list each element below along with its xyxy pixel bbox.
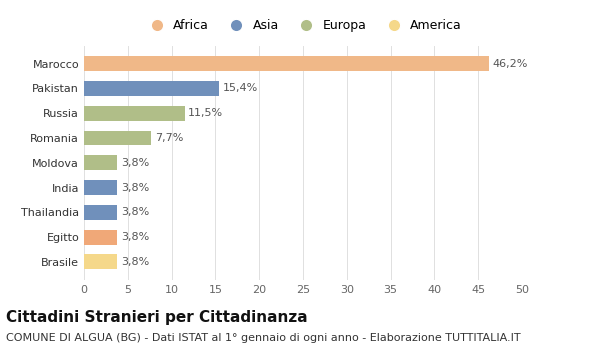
Bar [84,205,117,220]
Bar [84,230,117,245]
Bar [84,56,489,71]
Text: 3,8%: 3,8% [121,232,149,242]
Text: Cittadini Stranieri per Cittadinanza: Cittadini Stranieri per Cittadinanza [6,310,308,325]
Legend: Africa, Asia, Europa, America: Africa, Asia, Europa, America [139,14,467,37]
Bar [84,254,117,270]
Bar [84,81,219,96]
Bar [84,180,117,195]
Text: 7,7%: 7,7% [155,133,184,143]
Text: 46,2%: 46,2% [492,58,527,69]
Text: 3,8%: 3,8% [121,158,149,168]
Text: 3,8%: 3,8% [121,257,149,267]
Text: 3,8%: 3,8% [121,207,149,217]
Bar [84,131,151,145]
Text: 11,5%: 11,5% [188,108,223,118]
Bar [84,106,185,121]
Text: 15,4%: 15,4% [223,83,257,93]
Bar [84,155,117,170]
Text: COMUNE DI ALGUA (BG) - Dati ISTAT al 1° gennaio di ogni anno - Elaborazione TUTT: COMUNE DI ALGUA (BG) - Dati ISTAT al 1° … [6,333,521,343]
Text: 3,8%: 3,8% [121,183,149,193]
